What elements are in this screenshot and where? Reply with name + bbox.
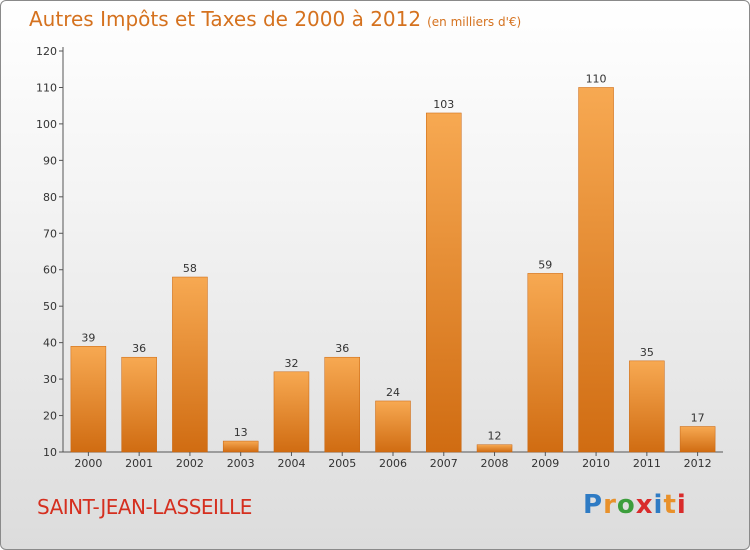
y-tick-label: 110: [36, 81, 57, 94]
x-tick-label: 2003: [227, 457, 255, 470]
data-label: 32: [284, 357, 298, 370]
y-tick-label: 50: [43, 300, 57, 313]
y-tick-label: 60: [43, 264, 57, 277]
data-label: 103: [433, 98, 454, 111]
data-label: 35: [640, 346, 654, 359]
bar: [629, 360, 665, 453]
data-label: 13: [234, 426, 248, 439]
logo-letter: P: [583, 490, 604, 520]
unit-note: (en milliers d'€): [427, 15, 522, 29]
data-label: 12: [488, 430, 502, 443]
y-tick-label: 90: [43, 154, 57, 167]
bar: [476, 444, 513, 453]
y-tick-label: 30: [43, 373, 57, 386]
x-tick-label: 2010: [582, 457, 610, 470]
data-label: 110: [586, 72, 607, 85]
data-label: 58: [183, 262, 197, 275]
x-tick-label: 2000: [74, 457, 102, 470]
bar: [70, 346, 107, 453]
y-tick-label: 20: [43, 410, 57, 423]
x-tick-label: 2008: [481, 457, 509, 470]
bar: [121, 356, 157, 453]
logo-letter: x: [635, 490, 654, 520]
bar: [578, 87, 614, 453]
x-tick-label: 2002: [176, 457, 204, 470]
y-tick-label: 10: [43, 446, 57, 459]
x-tick-label: 2004: [277, 457, 305, 470]
data-label: 36: [335, 342, 349, 355]
logo-letter: i: [653, 490, 664, 520]
y-tick-label: 70: [43, 227, 57, 240]
data-label: 24: [386, 386, 400, 399]
x-tick-label: 2012: [684, 457, 712, 470]
logo-letter: o: [616, 490, 636, 520]
bar: [273, 371, 310, 453]
y-tick-label: 40: [43, 337, 57, 350]
x-tick-label: 2001: [125, 457, 153, 470]
bar: [679, 426, 716, 453]
logo-letter: r: [603, 490, 617, 520]
bar: [222, 440, 259, 453]
data-label: 36: [132, 342, 146, 355]
y-tick-label: 80: [43, 191, 57, 204]
x-tick-label: 2006: [379, 457, 407, 470]
y-tick-label: 120: [36, 45, 57, 58]
title-text: Autres Impôts et Taxes de 2000 à 2012: [29, 7, 422, 31]
bar: [426, 112, 462, 453]
x-tick-label: 2009: [531, 457, 559, 470]
data-label: 17: [691, 411, 705, 424]
x-tick-label: 2007: [430, 457, 458, 470]
chart-title: Autres Impôts et Taxes de 2000 à 2012 (en…: [29, 7, 521, 31]
commune-name: SAINT-JEAN-LASSEILLE: [37, 495, 252, 519]
x-tick-label: 2011: [633, 457, 661, 470]
y-tick-label: 100: [36, 118, 57, 131]
logo-letter: i: [676, 490, 687, 520]
bar: [375, 400, 411, 453]
bar: [527, 273, 564, 453]
proxiti-logo[interactable]: Proxiti: [583, 490, 687, 520]
x-tick-label: 2005: [328, 457, 356, 470]
data-label: 59: [538, 258, 552, 271]
bar: [324, 356, 360, 453]
data-label: 39: [81, 331, 95, 344]
bar: [172, 276, 208, 453]
logo-letter: t: [663, 490, 677, 520]
